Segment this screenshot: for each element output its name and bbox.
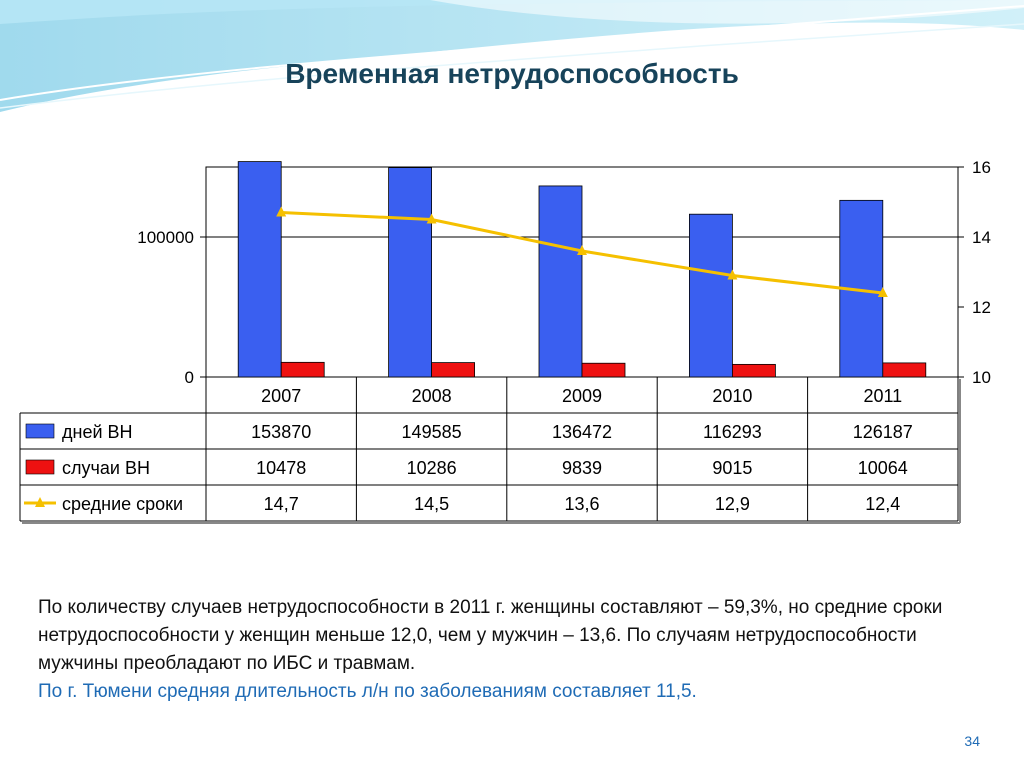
table-cell-value: 126187 [853, 422, 913, 442]
category-label: 2009 [562, 386, 602, 406]
right-axis-tick-label: 16 [972, 158, 991, 177]
legend-label: средние сроки [62, 494, 183, 514]
table-cell-value: 10286 [407, 458, 457, 478]
bar [882, 362, 927, 378]
table-cell-value: 149585 [402, 422, 462, 442]
category-label: 2008 [412, 386, 452, 406]
bar [237, 161, 282, 378]
table-cell-value: 12,4 [865, 494, 900, 514]
table-cell-value: 153870 [251, 422, 311, 442]
table-cell-value: 10064 [858, 458, 908, 478]
chart: 0 100000 10 12 14 16 2007 2008 2009 2010 2011 дней … [19, 158, 991, 524]
table-cell-value: 13,6 [564, 494, 599, 514]
left-axis-tick-label: 100000 [137, 228, 194, 247]
page-number: 34 [964, 733, 980, 749]
bar [280, 361, 325, 378]
line-marker [727, 269, 738, 280]
line-marker [577, 245, 587, 255]
slide-body: По количеству случаев нетрудоспособности… [38, 594, 998, 706]
legend-label: случаи ВН [62, 458, 150, 478]
line-marker [276, 206, 287, 217]
table-cell-value: 136472 [552, 422, 612, 442]
table-cell-value: 9015 [712, 458, 752, 478]
category-label: 2011 [863, 386, 902, 406]
table-cell-value: 12,9 [715, 494, 750, 514]
legend-key [25, 423, 55, 439]
left-axis-tick-label: 0 [185, 368, 194, 387]
bar [538, 185, 583, 378]
bar [689, 213, 733, 378]
line-marker [426, 213, 437, 224]
bar [431, 362, 476, 378]
bar [732, 363, 776, 378]
legend-key-marker [35, 497, 45, 507]
bar [388, 167, 433, 378]
table-cell-value: 14,5 [414, 494, 449, 514]
category-label: 2007 [261, 386, 301, 406]
line-marker [877, 287, 888, 297]
table-cell-value: 10478 [256, 458, 306, 478]
decorative-wave-banner [0, 0, 1024, 112]
table-cell-value: 9839 [562, 458, 602, 478]
right-axis-tick-label: 10 [972, 368, 991, 387]
right-axis-tick-label: 14 [972, 228, 991, 247]
body-paragraph: По количеству случаев нетрудоспособности… [38, 597, 943, 674]
table-cell-value: 14,7 [264, 494, 299, 514]
slide-title: Временная нетрудоспособность [285, 58, 739, 89]
legend-key [25, 459, 55, 475]
highlight-paragraph: По г. Тюмени средняя длительность л/н по… [38, 681, 697, 702]
bar [581, 362, 626, 378]
category-label: 2010 [712, 386, 752, 406]
table-cell-value: 116293 [703, 422, 762, 442]
legend-label: дней ВН [62, 422, 133, 442]
right-axis-tick-label: 12 [972, 298, 991, 317]
